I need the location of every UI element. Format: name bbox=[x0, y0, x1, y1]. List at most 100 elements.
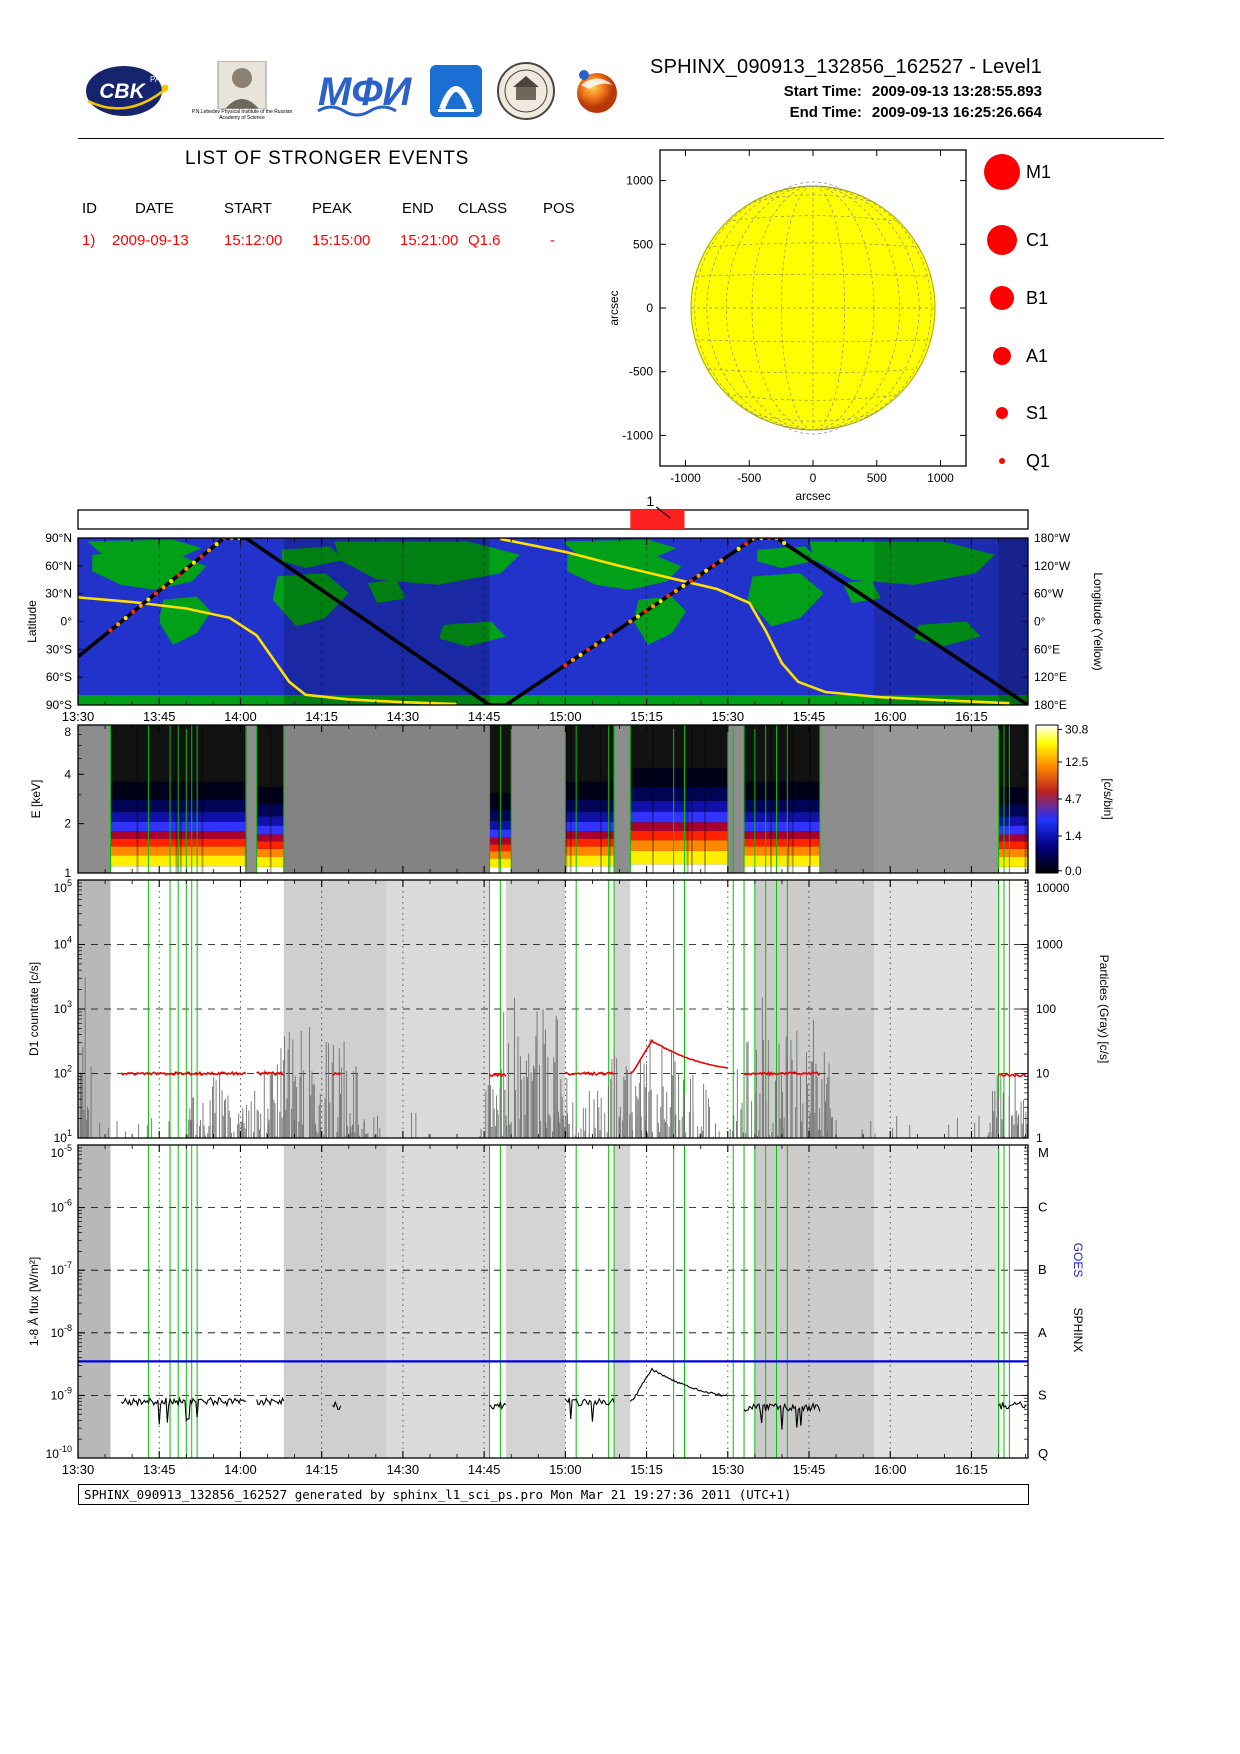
svg-text:15:45: 15:45 bbox=[793, 1462, 826, 1477]
svg-text:90°S: 90°S bbox=[46, 698, 72, 712]
logo-row: CBK PAN P.N.Lebedev Physical Institute o… bbox=[84, 54, 624, 128]
svg-text:Particles (Gray) [c/s]: Particles (Gray) [c/s] bbox=[1097, 955, 1111, 1064]
portrait-shoulders bbox=[225, 98, 259, 109]
cbk-logo: CBK PAN bbox=[86, 66, 169, 116]
svg-text:16:00: 16:00 bbox=[874, 709, 907, 724]
svg-text:B1: B1 bbox=[1026, 288, 1048, 308]
swirl-swoosh bbox=[581, 78, 613, 89]
cbk-sub-text: PAN bbox=[150, 75, 166, 84]
svg-text:15:30: 15:30 bbox=[712, 709, 745, 724]
cbk-orbit-arc bbox=[87, 86, 169, 110]
col-pos: POS bbox=[543, 200, 575, 217]
svg-text:1: 1 bbox=[1036, 1131, 1043, 1145]
event-row-end: 15:21:00 bbox=[400, 232, 459, 249]
svg-text:500: 500 bbox=[633, 237, 653, 251]
svg-text:60°W: 60°W bbox=[1034, 587, 1064, 601]
svg-text:1000: 1000 bbox=[626, 174, 653, 188]
event-timeline-bar: 1 bbox=[77, 493, 1029, 530]
footer: SPHINX_090913_132856_162527 generated by… bbox=[78, 1484, 1029, 1505]
svg-text:1000: 1000 bbox=[1036, 938, 1063, 952]
svg-text:15:00: 15:00 bbox=[549, 709, 582, 724]
portrait-head bbox=[232, 67, 252, 88]
svg-text:C: C bbox=[1038, 1200, 1047, 1215]
svg-text:10: 10 bbox=[1036, 1067, 1050, 1081]
svg-text:10-6: 10-6 bbox=[51, 1198, 72, 1215]
svg-text:S1: S1 bbox=[1026, 403, 1048, 423]
arch-logo bbox=[430, 65, 482, 117]
page-title: SPHINX_090913_132856_162527 - Level1 bbox=[650, 56, 1042, 78]
d1-red-trace bbox=[120, 1038, 1027, 1078]
seal-building bbox=[516, 87, 536, 100]
events-heading: LIST OF STRONGER EVENTS bbox=[185, 148, 470, 169]
swirl-logo bbox=[577, 70, 617, 113]
mephi-logo: МФИ bbox=[317, 70, 413, 117]
col-id: ID bbox=[82, 200, 97, 217]
lebedev-caption: P.N.Lebedev Physical Institute of the Ru… bbox=[191, 108, 293, 121]
particle-spikes bbox=[79, 977, 1028, 1138]
svg-text:30°S: 30°S bbox=[46, 642, 72, 656]
col-peak: PEAK bbox=[312, 200, 353, 217]
svg-text:12.5: 12.5 bbox=[1065, 755, 1089, 769]
flare-size-legend: M1 C1 B1 A1 S1 Q1 bbox=[984, 154, 1051, 471]
svg-text:14:45: 14:45 bbox=[468, 709, 501, 724]
event-row-class: Q1.6 bbox=[468, 232, 501, 249]
svg-text:120°E: 120°E bbox=[1034, 670, 1067, 684]
svg-text:104: 104 bbox=[54, 935, 72, 952]
svg-text:0.0: 0.0 bbox=[1065, 864, 1082, 878]
start-time-label: Start Time: bbox=[783, 83, 862, 100]
svg-text:GOES: GOES bbox=[1071, 1243, 1085, 1278]
footer-text: SPHINX_090913_132856_162527 generated by… bbox=[84, 1487, 792, 1502]
svg-text:arcsec: arcsec bbox=[607, 290, 621, 325]
svg-text:B: B bbox=[1038, 1262, 1047, 1277]
event-row-id: 1) bbox=[82, 232, 96, 249]
svg-text:10-10: 10-10 bbox=[46, 1444, 72, 1461]
svg-text:-500: -500 bbox=[629, 365, 653, 379]
svg-text:90°N: 90°N bbox=[45, 531, 72, 545]
svg-text:16:15: 16:15 bbox=[955, 709, 988, 724]
svg-text:102: 102 bbox=[54, 1064, 72, 1081]
svg-text:60°N: 60°N bbox=[45, 559, 72, 573]
svg-text:15:30: 15:30 bbox=[712, 1462, 745, 1477]
svg-text:13:30: 13:30 bbox=[62, 709, 95, 724]
svg-text:M: M bbox=[1038, 1145, 1049, 1160]
svg-text:A1: A1 bbox=[1026, 346, 1048, 366]
end-time-label: End Time: bbox=[789, 104, 862, 121]
svg-text:C1: C1 bbox=[1026, 230, 1049, 250]
svg-text:[c/s/bin]: [c/s/bin] bbox=[1101, 778, 1115, 819]
svg-text:16:00: 16:00 bbox=[874, 1462, 907, 1477]
svg-text:Longitude (Yellow): Longitude (Yellow) bbox=[1091, 572, 1105, 670]
svg-text:M1: M1 bbox=[1026, 162, 1051, 182]
svg-text:0: 0 bbox=[810, 471, 817, 485]
svg-text:8: 8 bbox=[64, 725, 71, 739]
svg-text:14:00: 14:00 bbox=[224, 1462, 257, 1477]
svg-text:60°S: 60°S bbox=[46, 670, 72, 684]
svg-text:500: 500 bbox=[867, 471, 887, 485]
cbk-text: CBK bbox=[99, 80, 146, 103]
svg-text:30.8: 30.8 bbox=[1065, 722, 1089, 736]
event-row-pos: - bbox=[550, 232, 555, 249]
svg-text:SPHINX: SPHINX bbox=[1071, 1308, 1085, 1353]
svg-text:14:30: 14:30 bbox=[387, 709, 420, 724]
svg-text:16:15: 16:15 bbox=[955, 1462, 988, 1477]
end-time-row: End Time: 2009-09-13 16:25:26.664 bbox=[560, 104, 1042, 121]
svg-text:15:15: 15:15 bbox=[630, 709, 663, 724]
title-block: SPHINX_090913_132856_162527 - Level1 Sta… bbox=[560, 56, 1042, 121]
svg-text:S: S bbox=[1038, 1387, 1047, 1402]
svg-text:10000: 10000 bbox=[1036, 881, 1070, 895]
solar-disk-plot: -1000 -500 0 500 1000 1000 500 0 -500 -1000 arcsec… bbox=[607, 149, 967, 503]
svg-text:180°E: 180°E bbox=[1034, 698, 1067, 712]
arch-base bbox=[438, 109, 474, 112]
svg-text:120°W: 120°W bbox=[1034, 559, 1071, 573]
header-divider bbox=[78, 138, 1164, 139]
ground-track-map: 90°N 60°N 30°N 0° 30°S 60°S 90°S 180°W 120°W 60°W… bbox=[25, 531, 1105, 724]
svg-text:E [keV]: E [keV] bbox=[29, 780, 43, 819]
col-start: START bbox=[224, 200, 272, 217]
seal-inner bbox=[504, 69, 548, 113]
svg-text:15:15: 15:15 bbox=[630, 1462, 663, 1477]
lebedev-portrait bbox=[217, 60, 267, 109]
svg-text:13:45: 13:45 bbox=[143, 709, 176, 724]
svg-text:1000: 1000 bbox=[927, 471, 954, 485]
svg-text:14:15: 14:15 bbox=[305, 1462, 338, 1477]
spectrogram-panel: 8 4 2 1 E [keV] 30.8 12.5 4.7 1.4 0.0 [c/s/bin] bbox=[29, 722, 1115, 880]
